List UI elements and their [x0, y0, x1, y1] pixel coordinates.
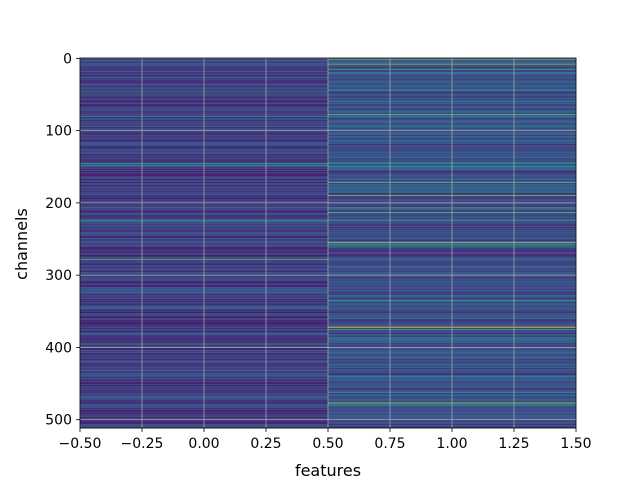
- x-tick-label: 0.25: [250, 436, 281, 452]
- y-tick-label: 200: [45, 196, 72, 212]
- y-axis-label: channels: [12, 208, 31, 280]
- y-tick-label: 300: [45, 268, 72, 284]
- y-axis: 0 100 200 300 400 500: [45, 51, 80, 429]
- x-axis: −0.50 −0.25 0.00 0.25 0.50 0.75 1.00 1.25 1.50: [59, 428, 592, 452]
- x-tick-label: 0.75: [374, 436, 405, 452]
- x-axis-label: features: [295, 461, 361, 480]
- x-tick-label: 1.00: [436, 436, 467, 452]
- x-tick-label: −0.50: [59, 436, 102, 452]
- y-tick-label: 500: [45, 413, 72, 429]
- x-tick-label: 0.50: [312, 436, 343, 452]
- y-tick-label: 400: [45, 340, 72, 356]
- x-tick-label: −0.25: [121, 436, 164, 452]
- x-tick-label: 1.50: [560, 436, 591, 452]
- x-tick-label: 1.25: [498, 436, 529, 452]
- x-tick-label: 0.00: [188, 436, 219, 452]
- y-tick-label: 0: [63, 51, 72, 67]
- y-tick-label: 100: [45, 124, 72, 140]
